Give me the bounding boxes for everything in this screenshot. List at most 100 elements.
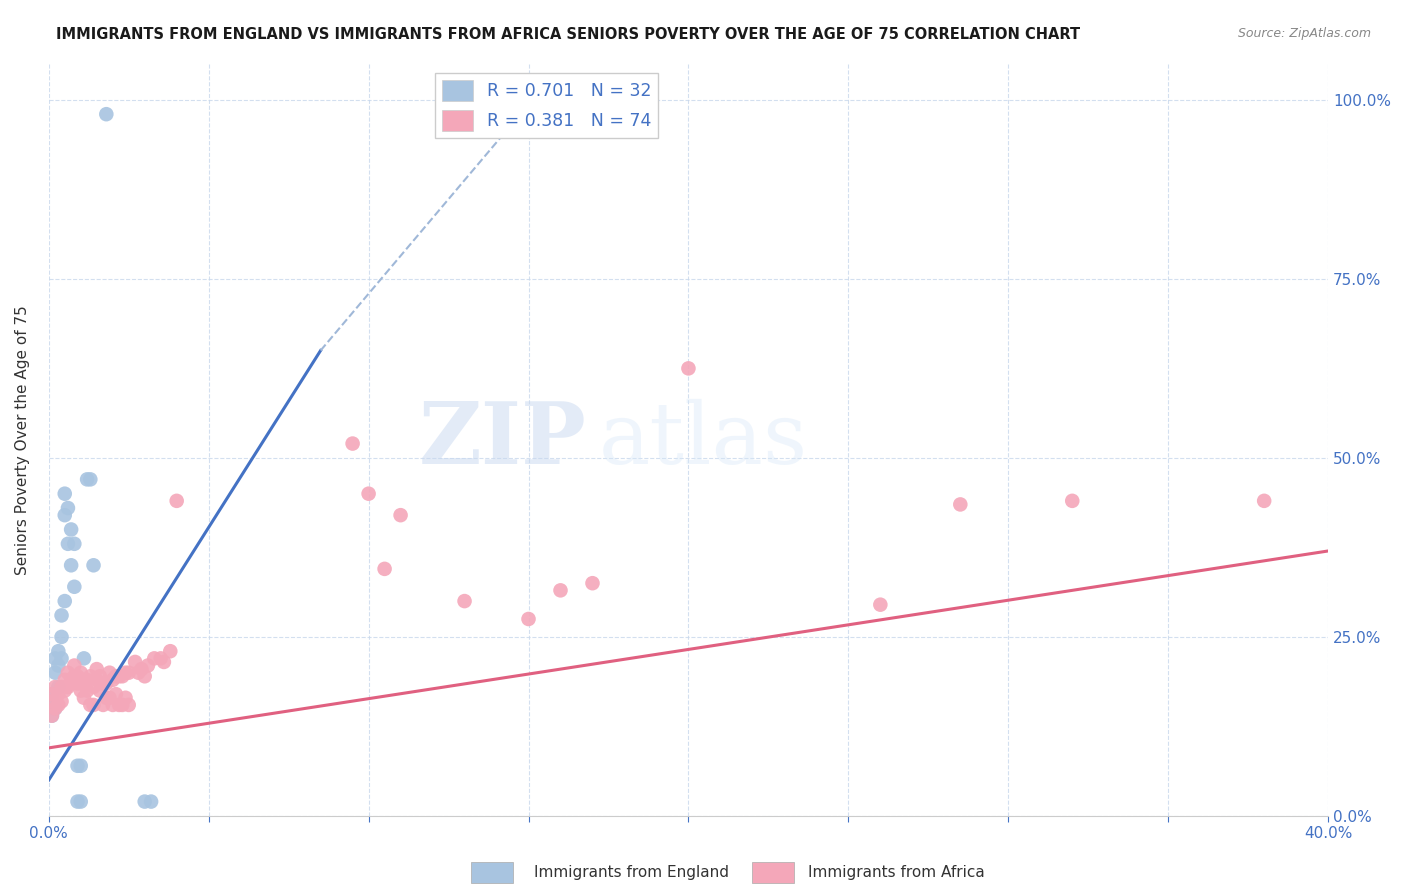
Point — [869, 598, 891, 612]
Point — [41, 687, 63, 701]
Point — [96, 107, 118, 121]
Point — [60, 673, 83, 687]
Point — [63, 669, 86, 683]
Point — [1062, 493, 1084, 508]
Point — [96, 690, 118, 705]
Y-axis label: Seniors Poverty Over the Age of 75: Seniors Poverty Over the Age of 75 — [15, 305, 30, 574]
Point — [63, 658, 86, 673]
Point — [143, 651, 166, 665]
Point — [91, 698, 114, 712]
Point — [73, 676, 96, 690]
Point — [56, 680, 79, 694]
Point — [69, 795, 91, 809]
Point — [76, 472, 98, 486]
Point — [53, 673, 76, 687]
Point — [56, 665, 79, 680]
Text: ZIP: ZIP — [419, 398, 586, 482]
Point — [51, 651, 73, 665]
Point — [76, 683, 98, 698]
Point — [60, 558, 83, 573]
Text: Immigrants from Africa: Immigrants from Africa — [808, 865, 986, 880]
Point — [51, 608, 73, 623]
Point — [118, 665, 141, 680]
Point — [131, 662, 153, 676]
Point — [114, 665, 136, 680]
Point — [108, 669, 131, 683]
Point — [517, 612, 540, 626]
Point — [111, 669, 134, 683]
Point — [73, 690, 96, 705]
Point — [118, 698, 141, 712]
Point — [53, 683, 76, 698]
Point — [60, 523, 83, 537]
Point — [56, 537, 79, 551]
Point — [79, 698, 101, 712]
Point — [51, 630, 73, 644]
Point — [89, 669, 111, 683]
Point — [104, 687, 127, 701]
Point — [134, 795, 156, 809]
Point — [678, 361, 700, 376]
Point — [79, 669, 101, 683]
Point — [101, 673, 124, 687]
Point — [342, 436, 364, 450]
Point — [83, 680, 105, 694]
Point — [46, 687, 69, 701]
Point — [134, 669, 156, 683]
Point — [66, 676, 89, 690]
Point — [66, 669, 89, 683]
Point — [149, 651, 172, 665]
Point — [453, 594, 475, 608]
Point — [86, 662, 108, 676]
Point — [1253, 493, 1275, 508]
Point — [44, 701, 66, 715]
Point — [581, 576, 603, 591]
Point — [89, 683, 111, 698]
Point — [53, 486, 76, 500]
Point — [114, 690, 136, 705]
Point — [41, 708, 63, 723]
Point — [53, 594, 76, 608]
Point — [69, 758, 91, 772]
Point — [44, 651, 66, 665]
Point — [63, 580, 86, 594]
Point — [53, 508, 76, 523]
Point — [159, 644, 181, 658]
Point — [96, 676, 118, 690]
Point — [76, 673, 98, 687]
Point — [79, 472, 101, 486]
Point — [550, 583, 572, 598]
Point — [949, 497, 972, 511]
Point — [41, 694, 63, 708]
Point — [46, 644, 69, 658]
Point — [98, 690, 121, 705]
Point — [357, 486, 380, 500]
Text: IMMIGRANTS FROM ENGLAND VS IMMIGRANTS FROM AFRICA SENIORS POVERTY OVER THE AGE O: IMMIGRANTS FROM ENGLAND VS IMMIGRANTS FR… — [56, 27, 1080, 42]
Point — [44, 680, 66, 694]
Point — [108, 698, 131, 712]
Point — [60, 676, 83, 690]
Point — [124, 655, 146, 669]
Point — [44, 665, 66, 680]
Point — [166, 493, 188, 508]
Point — [73, 651, 96, 665]
Point — [56, 501, 79, 516]
Point — [51, 680, 73, 694]
Point — [41, 694, 63, 708]
Point — [101, 698, 124, 712]
Point — [41, 687, 63, 701]
Point — [44, 701, 66, 715]
Point — [46, 680, 69, 694]
Point — [374, 562, 396, 576]
Point — [111, 698, 134, 712]
Point — [63, 537, 86, 551]
Point — [104, 669, 127, 683]
Point — [51, 694, 73, 708]
Point — [98, 665, 121, 680]
Point — [69, 665, 91, 680]
Text: Immigrants from England: Immigrants from England — [534, 865, 730, 880]
Point — [66, 795, 89, 809]
Point — [91, 676, 114, 690]
Point — [136, 658, 159, 673]
Point — [139, 795, 162, 809]
